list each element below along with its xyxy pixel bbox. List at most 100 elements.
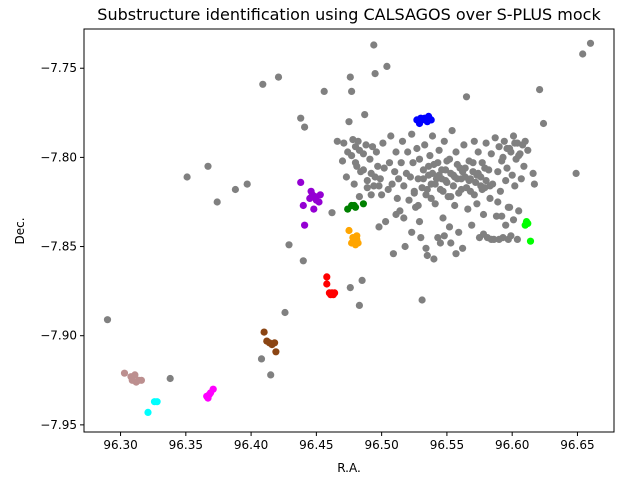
data-point-group-1 [481, 164, 489, 172]
data-point-group-1 [521, 137, 529, 145]
data-point-group-1 [438, 175, 446, 183]
data-point-group-1 [350, 180, 358, 188]
data-point-group-1 [380, 164, 388, 172]
data-point-group-1 [511, 139, 519, 147]
data-point-group-1 [406, 173, 414, 181]
data-point-group-9 [137, 376, 145, 384]
data-point-group-1 [443, 178, 451, 186]
data-point-group-1 [397, 159, 405, 167]
data-point-group-1 [363, 177, 371, 185]
data-point-group-1 [419, 166, 427, 174]
data-point-group-1 [434, 234, 442, 242]
y-tick-label: −7.75 [40, 61, 77, 75]
data-point-group-1 [355, 193, 363, 201]
y-axis-ticks: −7.75 −7.80 −7.85 −7.90 −7.95 [40, 61, 84, 432]
data-point-group-1 [340, 139, 348, 147]
data-point-group-1 [428, 169, 437, 177]
data-point-group-1 [166, 374, 174, 383]
data-point-group-1 [400, 214, 408, 222]
data-point-group-1 [257, 355, 266, 363]
data-point-group-1 [213, 198, 221, 206]
data-point-group-1 [425, 162, 433, 170]
chart-title: Substructure identification using CALSAG… [97, 5, 601, 24]
data-point-group-9 [131, 371, 139, 379]
x-tick-label: 96.60 [495, 438, 529, 452]
data-point-group-1 [414, 175, 422, 183]
data-point-group-1 [509, 132, 518, 140]
data-point-group-1 [474, 148, 482, 156]
x-tick-label: 96.40 [234, 438, 268, 452]
data-point-group-1 [470, 137, 478, 145]
data-point-group-1 [358, 276, 366, 284]
data-point-group-1 [400, 182, 408, 190]
data-point-group-1 [482, 177, 490, 185]
data-point-group-1 [348, 87, 356, 95]
data-point-group-1 [452, 148, 460, 156]
data-point-group-1 [440, 137, 448, 145]
data-point-group-1 [382, 218, 390, 226]
data-point-group-1 [482, 139, 490, 147]
data-point-group-1 [299, 257, 307, 265]
data-point-group-7 [524, 219, 532, 227]
data-point-group-1 [409, 159, 417, 167]
data-point-group-7 [526, 237, 535, 245]
data-point-group-3 [301, 221, 309, 229]
data-point-group-1 [404, 148, 412, 156]
x-tick-label: 96.45 [299, 438, 333, 452]
data-point-group-1 [383, 62, 391, 70]
data-point-group-1 [448, 127, 456, 135]
data-point-group-1 [498, 212, 506, 220]
data-point-group-1 [529, 169, 537, 177]
data-point-group-1 [342, 173, 350, 181]
data-point-group-1 [462, 93, 471, 101]
data-point-group-1 [392, 148, 400, 156]
x-tick-label: 96.35 [169, 438, 203, 452]
data-point-group-1 [422, 244, 430, 252]
data-point-group-1 [285, 241, 293, 249]
data-point-group-2 [427, 116, 435, 124]
data-point-group-1 [486, 182, 494, 190]
data-point-group-1 [499, 153, 507, 161]
data-point-group-1 [389, 250, 397, 258]
data-point-group-1 [449, 182, 457, 190]
data-point-group-1 [439, 214, 447, 222]
data-point-group-1 [465, 177, 473, 185]
data-point-group-1 [495, 143, 503, 151]
data-point-group-1 [447, 193, 455, 201]
data-point-group-6 [323, 273, 331, 281]
data-point-group-1 [445, 155, 454, 163]
data-point-group-1 [452, 250, 460, 258]
data-point-group-1 [243, 180, 251, 188]
data-point-group-1 [449, 171, 457, 179]
data-point-group-1 [366, 155, 374, 163]
data-point-group-1 [431, 200, 439, 208]
data-point-group-1 [363, 184, 371, 192]
data-point-group-8 [271, 339, 279, 347]
data-point-group-1 [345, 118, 353, 126]
data-point-group-1 [517, 175, 525, 183]
data-point-group-1 [423, 185, 431, 194]
data-point-group-1 [524, 146, 532, 154]
data-point-group-6 [323, 280, 331, 288]
data-point-group-1 [513, 235, 522, 243]
data-point-group-1 [374, 162, 382, 170]
data-point-group-1 [385, 159, 394, 167]
data-point-group-1 [472, 178, 480, 186]
data-point-group-5 [354, 239, 362, 247]
y-tick-label: −7.80 [40, 150, 77, 164]
data-point-group-1 [479, 210, 488, 219]
plot-frame [83, 28, 615, 433]
data-point-group-1 [419, 175, 427, 183]
data-point-group-1 [503, 164, 511, 172]
data-point-group-1 [421, 141, 429, 149]
data-point-group-1 [183, 173, 191, 181]
data-point-group-1 [579, 50, 587, 58]
data-point-group-1 [530, 180, 539, 188]
y-tick-label: −7.90 [40, 329, 77, 343]
data-point-group-1 [479, 230, 488, 238]
x-tick-label: 96.30 [103, 438, 137, 452]
data-point-group-1 [455, 228, 463, 236]
data-point-group-1 [431, 180, 439, 188]
data-point-group-1 [351, 159, 360, 167]
